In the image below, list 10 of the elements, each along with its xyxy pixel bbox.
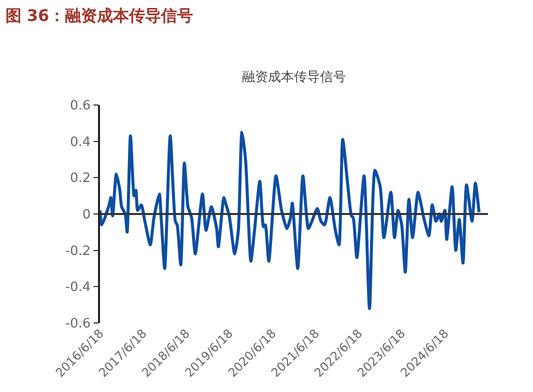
- y-tick-label: 0.6: [70, 98, 91, 114]
- chart-subtitle: 融资成本传导信号: [242, 70, 346, 85]
- y-tick-label: 0.2: [70, 171, 91, 186]
- line-series: [100, 130, 481, 310]
- chart-title: 图 36：融资成本传导信号: [5, 6, 194, 25]
- y-tick-label: 0.4: [70, 134, 91, 150]
- y-tick-label: -0.2: [65, 244, 91, 259]
- y-tick-label: 0: [82, 208, 91, 223]
- y-tick-label: -0.6: [65, 316, 91, 332]
- y-tick-label: -0.4: [65, 280, 91, 296]
